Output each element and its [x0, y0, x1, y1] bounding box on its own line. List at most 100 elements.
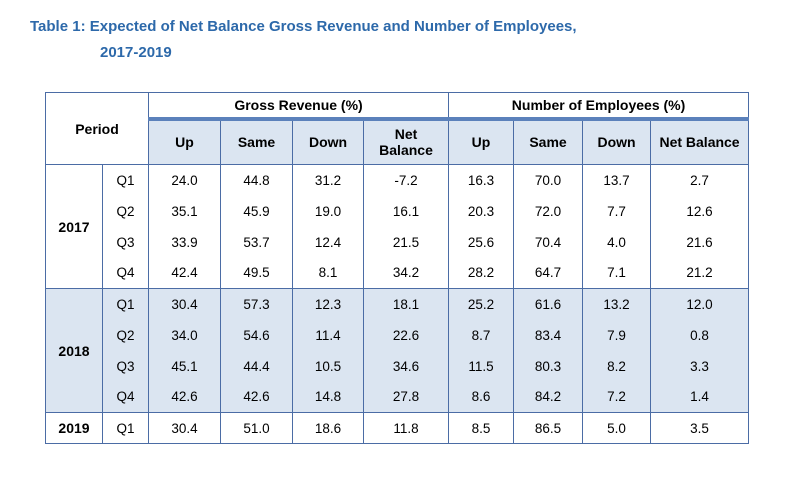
subheader-emp-net-balance: Net Balance: [650, 116, 750, 165]
quarter-cell: Q3: [101, 226, 150, 258]
value-cell: 5.0: [582, 412, 652, 444]
value-cell: -7.2: [363, 164, 450, 196]
value-cell: 0.8: [650, 319, 750, 351]
value-cell: 18.1: [363, 288, 450, 320]
quarter-cell: Q1: [101, 288, 150, 320]
table-row: 2019 Q1 30.4 51.0 18.6 11.8 8.5 86.5 5.0 3.5: [45, 412, 750, 444]
value-cell: 31.2: [292, 164, 365, 196]
value-cell: 8.6: [448, 381, 515, 413]
quarter-cell: Q1: [101, 164, 150, 196]
value-cell: 16.3: [448, 164, 515, 196]
value-cell: 42.6: [148, 381, 222, 413]
quarter-cell: Q3: [101, 350, 150, 382]
value-cell: 25.6: [448, 226, 515, 258]
value-cell: 28.2: [448, 257, 515, 289]
value-cell: 49.5: [220, 257, 294, 289]
table-row: Q4 42.6 42.6 14.8 27.8 8.6 84.2 7.2 1.4: [46, 381, 750, 413]
table-row: Q4 42.4 49.5 8.1 34.2 28.2 64.7 7.1 21.2: [46, 257, 750, 289]
value-cell: 44.8: [220, 164, 294, 196]
value-cell: 11.5: [448, 350, 515, 382]
quarter-cell: Q2: [101, 195, 150, 227]
period-header-cell: Period: [44, 92, 150, 165]
gross-revenue-group-header: Gross Revenue (%): [148, 92, 450, 119]
value-cell: 19.0: [292, 195, 365, 227]
value-cell: 35.1: [148, 195, 222, 227]
value-cell: 34.6: [363, 350, 450, 382]
value-cell: 7.1: [582, 257, 652, 289]
value-cell: 22.6: [363, 319, 450, 351]
value-cell: 7.2: [582, 381, 652, 413]
table-title-line2: 2017-2019: [100, 44, 172, 61]
value-cell: 33.9: [148, 226, 222, 258]
value-cell: 8.1: [292, 257, 365, 289]
value-cell: 21.6: [650, 226, 750, 258]
value-cell: 45.9: [220, 195, 294, 227]
value-cell: 12.3: [292, 288, 365, 320]
value-cell: 34.2: [363, 257, 450, 289]
value-cell: 83.4: [513, 319, 584, 351]
value-cell: 25.2: [448, 288, 515, 320]
value-cell: 20.3: [448, 195, 515, 227]
value-cell: 7.7: [582, 195, 652, 227]
value-cell: 53.7: [220, 226, 294, 258]
subheader-gr-same: Same: [220, 116, 294, 165]
subheader-gr-down: Down: [292, 116, 365, 165]
table-header-row-groups: Period Gross Revenue (%) Number of Emplo…: [44, 92, 750, 165]
value-cell: 18.6: [292, 412, 365, 444]
value-cell: 70.0: [513, 164, 584, 196]
value-cell: 34.0: [148, 319, 222, 351]
value-cell: 42.6: [220, 381, 294, 413]
value-cell: 8.5: [448, 412, 515, 444]
value-cell: 12.4: [292, 226, 365, 258]
net-balance-table: Period Gross Revenue (%) Number of Emplo…: [44, 92, 750, 444]
value-cell: 3.3: [650, 350, 750, 382]
quarter-cell: Q1: [101, 412, 150, 444]
value-cell: 21.5: [363, 226, 450, 258]
value-cell: 8.2: [582, 350, 652, 382]
value-cell: 80.3: [513, 350, 584, 382]
subheader-emp-up: Up: [448, 116, 515, 165]
value-cell: 45.1: [148, 350, 222, 382]
value-cell: 14.8: [292, 381, 365, 413]
quarter-cell: Q2: [101, 319, 150, 351]
value-cell: 12.6: [650, 195, 750, 227]
value-cell: 54.6: [220, 319, 294, 351]
value-cell: 24.0: [148, 164, 222, 196]
value-cell: 4.0: [582, 226, 652, 258]
value-cell: 8.7: [448, 319, 515, 351]
value-cell: 7.9: [582, 319, 652, 351]
year-cell: 2017: [45, 164, 103, 289]
table-title-line1: Table 1: Expected of Net Balance Gross R…: [30, 18, 577, 35]
year-cell: 2019: [45, 412, 103, 444]
table-row: Q3 33.9 53.7 12.4 21.5 25.6 70.4 4.0 21.6: [46, 226, 750, 258]
value-cell: 30.4: [148, 288, 222, 320]
table-row: 2018 Q1 30.4 57.3 12.3 18.1 25.2 61.6 13.2 12.0: [45, 288, 750, 413]
table-row: 2017 Q1 24.0 44.8 31.2 -7.2 16.3 70.0 13.7 2.7: [45, 164, 750, 289]
value-cell: 1.4: [650, 381, 750, 413]
value-cell: 11.8: [363, 412, 450, 444]
quarter-cell: Q4: [101, 381, 150, 413]
value-cell: 12.0: [650, 288, 750, 320]
value-cell: 30.4: [148, 412, 222, 444]
year-cell: 2018: [45, 288, 103, 413]
value-cell: 44.4: [220, 350, 294, 382]
table-title: Table 1: Expected of Net Balance Gross R…: [30, 14, 577, 66]
value-cell: 16.1: [363, 195, 450, 227]
value-cell: 51.0: [220, 412, 294, 444]
value-cell: 61.6: [513, 288, 584, 320]
value-cell: 13.7: [582, 164, 652, 196]
value-cell: 2.7: [650, 164, 750, 196]
value-cell: 42.4: [148, 257, 222, 289]
table-row: Q2 35.1 45.9 19.0 16.1 20.3 72.0 7.7 12.6: [46, 195, 750, 227]
value-cell: 13.2: [582, 288, 652, 320]
value-cell: 72.0: [513, 195, 584, 227]
value-cell: 3.5: [650, 412, 750, 444]
value-cell: 84.2: [513, 381, 584, 413]
value-cell: 86.5: [513, 412, 584, 444]
value-cell: 70.4: [513, 226, 584, 258]
value-cell: 10.5: [292, 350, 365, 382]
table-row: Q2 34.0 54.6 11.4 22.6 8.7 83.4 7.9 0.8: [46, 319, 750, 351]
employees-group-header: Number of Employees (%): [448, 92, 750, 119]
value-cell: 57.3: [220, 288, 294, 320]
